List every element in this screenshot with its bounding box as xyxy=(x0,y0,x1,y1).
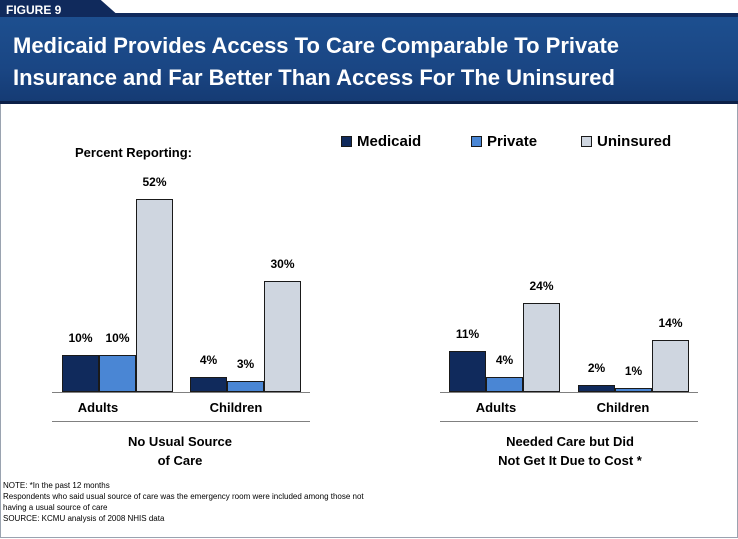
group-label-needed-care-line1: Needed Care but Did xyxy=(506,434,634,449)
data-label-medicaid-3: 11% xyxy=(455,327,480,342)
data-label-private-2: 3% xyxy=(236,356,255,371)
category-label-adults-1: Adults xyxy=(77,400,119,415)
bar-private-children-4 xyxy=(615,388,652,392)
legend-swatch-uninsured xyxy=(581,136,592,147)
bar-medicaid-children-4 xyxy=(578,384,615,392)
note-line-2: Respondents who said usual source of car… xyxy=(3,492,364,501)
group-label-needed-care: Needed Care but Did Not Get It Due to Co… xyxy=(460,432,680,470)
data-label-medicaid-2: 4% xyxy=(199,353,218,368)
note-line-3: having a usual source of care xyxy=(3,503,108,512)
data-label-private-3: 4% xyxy=(495,353,514,368)
group-label-no-usual-source-line1: No Usual Source xyxy=(127,434,233,449)
group-divider-left xyxy=(52,421,310,422)
bar-private-children-2 xyxy=(227,380,264,392)
source-line: SOURCE: KCMU analysis of 2008 NHIS data xyxy=(3,514,165,523)
title-banner-border xyxy=(0,101,738,104)
figure-tab xyxy=(0,0,120,17)
group-label-no-usual-source: No Usual Source of Care xyxy=(85,432,275,470)
category-label-children-1: Children xyxy=(209,400,263,415)
bar-uninsured-children-4 xyxy=(652,340,689,392)
group-divider-right xyxy=(440,421,698,422)
category-label-children-2: Children xyxy=(596,400,650,415)
axis-baseline-left xyxy=(52,392,310,393)
bar-private-adults-3 xyxy=(486,377,523,392)
chart-frame xyxy=(0,104,738,538)
chart-title-line2: Insurance and Far Better Than Access For… xyxy=(13,65,615,90)
note-line-1: NOTE: *In the past 12 months xyxy=(3,481,110,490)
group-label-needed-care-line2: Not Get It Due to Cost * xyxy=(498,453,642,468)
chart-title-line1: Medicaid Provides Access To Care Compara… xyxy=(13,33,620,58)
figure-label: FIGURE 9 xyxy=(6,3,62,17)
legend-item-uninsured: Uninsured xyxy=(581,133,671,150)
chart-title: Medicaid Provides Access To Care Compara… xyxy=(13,30,733,94)
data-label-uninsured-3: 24% xyxy=(529,278,554,293)
data-label-private-4: 1% xyxy=(624,364,643,379)
data-label-uninsured-1: 52% xyxy=(142,175,167,189)
data-label-medicaid-4: 2% xyxy=(587,360,606,375)
bar-private-adults-1 xyxy=(99,354,136,392)
legend-item-medicaid: Medicaid xyxy=(341,133,421,150)
bar-uninsured-adults-1 xyxy=(136,199,173,392)
legend-label-uninsured: Uninsured xyxy=(597,133,672,150)
percent-reporting-label: Percent Reporting: xyxy=(75,145,193,160)
data-label-medicaid-1: 10% xyxy=(68,330,93,345)
group-label-no-usual-source-line2: of Care xyxy=(157,453,203,468)
top-bar xyxy=(0,0,738,16)
top-bar-line xyxy=(95,13,738,17)
legend-item-private: Private xyxy=(471,133,537,150)
legend-swatch-private xyxy=(471,136,482,147)
bar-medicaid-adults-1 xyxy=(62,354,99,392)
bar-medicaid-adults-3 xyxy=(449,351,486,392)
bar-medicaid-children-2 xyxy=(190,377,227,392)
axis-baseline-right xyxy=(440,392,698,393)
legend-label-private: Private xyxy=(487,133,538,150)
bar-uninsured-adults-3 xyxy=(523,302,560,392)
legend-label-medicaid: Medicaid xyxy=(357,133,422,150)
title-banner-fill xyxy=(0,17,738,101)
data-label-private-1: 10% xyxy=(105,330,130,345)
legend-swatch-medicaid xyxy=(341,136,352,147)
title-banner: Medicaid Provides Access To Care Compara… xyxy=(0,17,738,101)
data-label-uninsured-2: 30% xyxy=(270,256,295,271)
data-label-uninsured-4: 14% xyxy=(658,316,683,331)
bar-uninsured-children-2 xyxy=(264,280,301,392)
category-label-adults-2: Adults xyxy=(475,400,517,415)
